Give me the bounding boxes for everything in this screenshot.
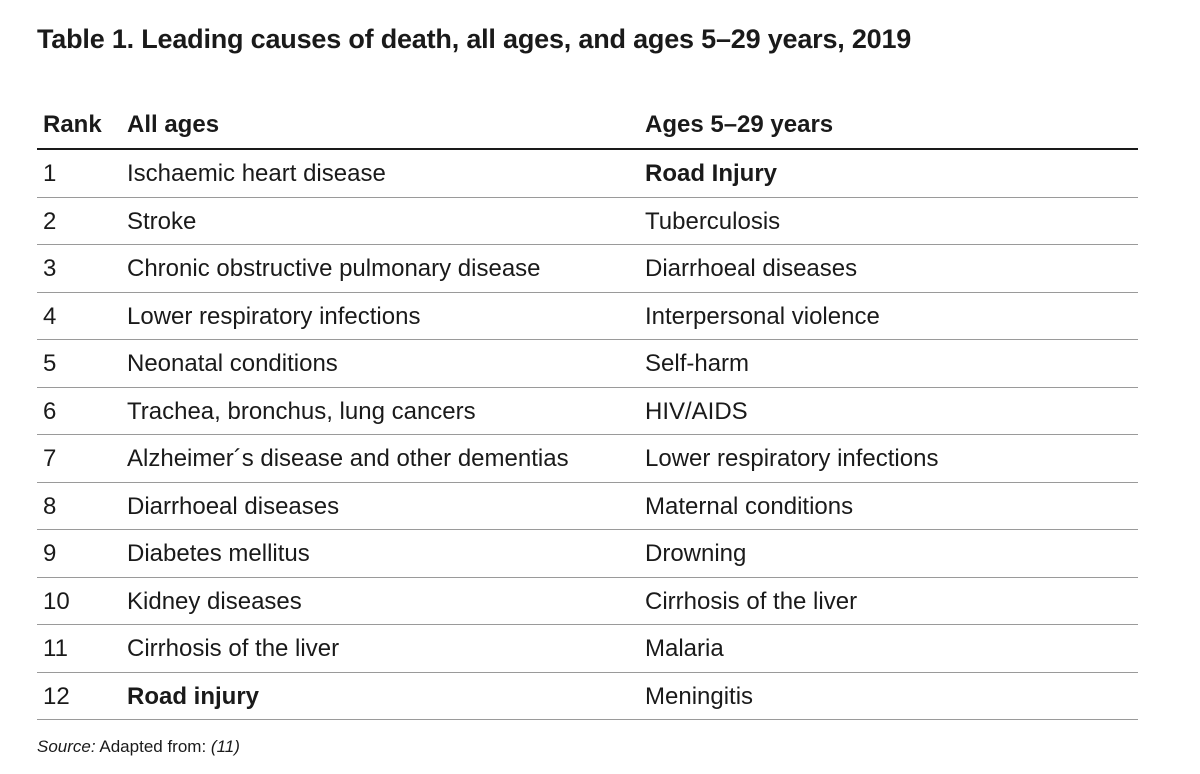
table-title: Table 1. Leading causes of death, all ag…: [37, 24, 912, 54]
rank-cell: 11: [43, 635, 68, 662]
table-row: 12 Road injury Meningitis: [37, 673, 1138, 720]
rank-cell: 12: [43, 682, 70, 710]
table-row: 3 Chronic obstructive pulmonary disease …: [37, 245, 1138, 293]
all-ages-cell: Diarrhoeal diseases: [127, 492, 340, 520]
table-row: 2 Stroke Tuberculosis: [37, 198, 1138, 245]
all-ages-cell: Diabetes mellitus: [127, 540, 310, 567]
all-ages-cell: Chronic obstructive pulmonary disease: [127, 255, 541, 282]
table-row: 8 Diarrhoeal diseases Maternal condition…: [37, 483, 1138, 530]
header-all-ages: All ages: [127, 111, 220, 138]
all-ages-cell: Neonatal conditions: [127, 350, 338, 377]
all-ages-cell: Trachea, bronchus, lung cancers: [127, 397, 476, 425]
ages-5-29-cell: Tuberculosis: [645, 207, 781, 235]
ages-5-29-cell: Road Injury: [645, 160, 778, 187]
rank-cell: 5: [43, 350, 57, 377]
all-ages-cell: Stroke: [127, 207, 197, 235]
rank-cell: 4: [43, 302, 57, 330]
rank-cell: 7: [43, 445, 57, 472]
ages-5-29-cell: Maternal conditions: [645, 492, 854, 520]
header-rank: Rank: [43, 111, 102, 138]
source-label: Source:: [37, 737, 96, 756]
table-row: 10 Kidney diseases Cirrhosis of the live…: [37, 578, 1138, 625]
rank-cell: 1: [43, 160, 57, 187]
table-row: 5 Neonatal conditions Self-harm: [37, 340, 1138, 388]
table-row: 9 Diabetes mellitus Drowning: [37, 530, 1138, 578]
all-ages-cell: Ischaemic heart disease: [127, 160, 386, 187]
ages-5-29-cell: Drowning: [645, 540, 747, 567]
table-header-row: Rank All ages Ages 5–29 years: [37, 100, 1138, 150]
table-row: 6 Trachea, bronchus, lung cancers HIV/AI…: [37, 388, 1138, 435]
table-row: 11 Cirrhosis of the liver Malaria: [37, 625, 1138, 673]
ages-5-29-cell: Meningitis: [645, 682, 754, 710]
source-note: Source: Adapted from: (11): [37, 737, 240, 757]
ages-5-29-cell: Lower respiratory infections: [645, 445, 939, 472]
ages-5-29-cell: Malaria: [645, 635, 724, 662]
ages-5-29-cell: Diarrhoeal diseases: [645, 255, 858, 282]
rank-cell: 10: [43, 587, 70, 615]
all-ages-cell: Lower respiratory infections: [127, 302, 421, 330]
rank-cell: 6: [43, 397, 57, 425]
rank-cell: 9: [43, 540, 57, 567]
causes-of-death-table: Rank All ages Ages 5–29 years 1 Ischaemi…: [37, 100, 1138, 720]
source-reference: (11): [210, 737, 240, 756]
source-text: Adapted from:: [99, 737, 207, 756]
header-ages-5-29: Ages 5–29 years: [645, 111, 834, 138]
rank-cell: 8: [43, 492, 57, 520]
ages-5-29-cell: Cirrhosis of the liver: [645, 587, 858, 615]
all-ages-cell: Kidney diseases: [127, 587, 302, 615]
table-row: 7 Alzheimer´s disease and other dementia…: [37, 435, 1138, 483]
ages-5-29-cell: HIV/AIDS: [645, 397, 748, 425]
all-ages-cell: Cirrhosis of the liver: [127, 635, 340, 662]
rank-cell: 2: [43, 207, 57, 235]
ages-5-29-cell: Self-harm: [645, 350, 750, 377]
table-row: 1 Ischaemic heart disease Road Injury: [37, 150, 1138, 198]
all-ages-cell: Alzheimer´s disease and other dementias: [127, 445, 569, 472]
ages-5-29-cell: Interpersonal violence: [645, 302, 880, 330]
table-row: 4 Lower respiratory infections Interpers…: [37, 293, 1138, 340]
rank-cell: 3: [43, 255, 57, 282]
all-ages-cell: Road injury: [127, 682, 260, 710]
